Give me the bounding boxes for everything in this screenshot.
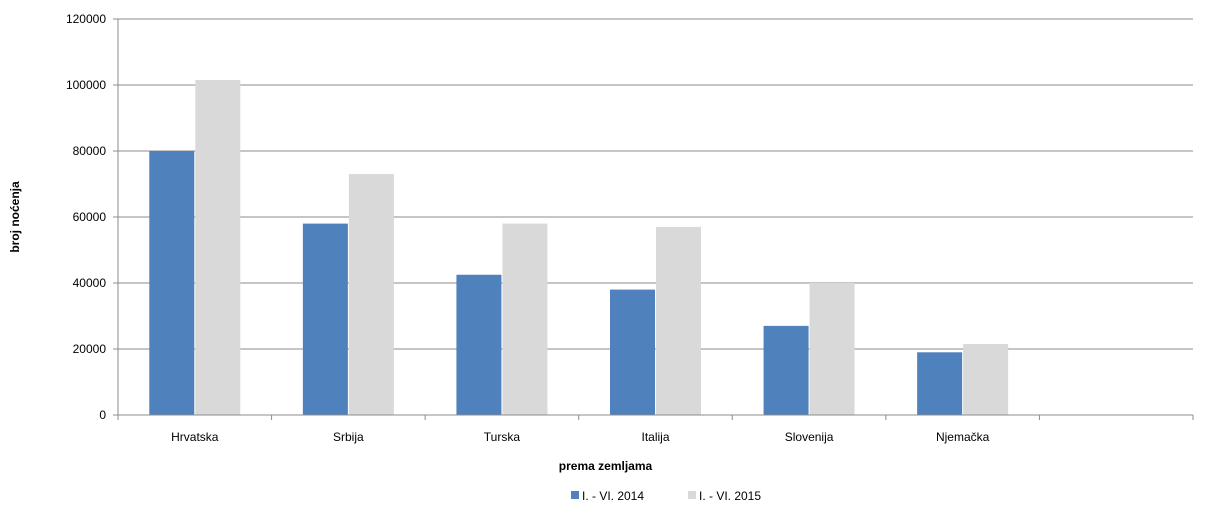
x-tick-label: Njemačka <box>936 430 990 444</box>
y-tick-label: 40000 <box>73 276 107 290</box>
y-tick-label: 100000 <box>66 78 106 92</box>
grid-lines <box>118 18 1193 350</box>
bar-2015-hrvatska <box>195 80 241 416</box>
y-axis-ticks: 0 20000 40000 60000 80000 100000 120000 <box>66 12 118 422</box>
bar-2015-njemačka <box>963 344 1009 415</box>
legend-swatch-2015 <box>688 491 696 499</box>
legend-swatch-2014 <box>571 491 579 499</box>
y-axis-title: broj noćenja <box>8 181 22 253</box>
bar-2014-slovenija <box>763 325 809 415</box>
bars <box>149 80 1009 416</box>
legend-label-2015: I. - VI. 2015 <box>699 489 761 503</box>
bar-2015-italija <box>656 226 701 415</box>
x-tick-label: Hrvatska <box>171 430 219 444</box>
bar-2014-turska <box>456 274 502 415</box>
y-tick-label: 60000 <box>73 210 107 224</box>
x-axis-title: prema zemljama <box>559 459 653 473</box>
y-tick-label: 0 <box>99 408 106 422</box>
legend-label-2014: I. - VI. 2014 <box>582 489 644 503</box>
bar-2014-srbija <box>302 223 348 415</box>
bar-2015-slovenija <box>809 283 855 415</box>
x-tick-label: Italija <box>641 430 669 444</box>
x-tick-label: Slovenija <box>785 430 834 444</box>
bar-2015-srbija <box>348 174 394 415</box>
bar-2014-italija <box>610 289 655 415</box>
y-tick-label: 80000 <box>73 144 107 158</box>
x-tick-label: Srbija <box>333 430 364 444</box>
bar-2014-njemačka <box>917 352 963 415</box>
y-tick-label: 20000 <box>73 342 107 356</box>
x-tick-label: Turska <box>484 430 521 444</box>
x-axis-ticks: Hrvatska Srbija Turska Italija Slovenija Njem… <box>117 415 1194 444</box>
bar-2015-turska <box>502 223 548 415</box>
bar-2014-hrvatska <box>149 151 195 415</box>
legend: I. - VI. 2014 I. - VI. 2015 <box>571 489 761 503</box>
y-tick-label: 120000 <box>66 12 106 26</box>
